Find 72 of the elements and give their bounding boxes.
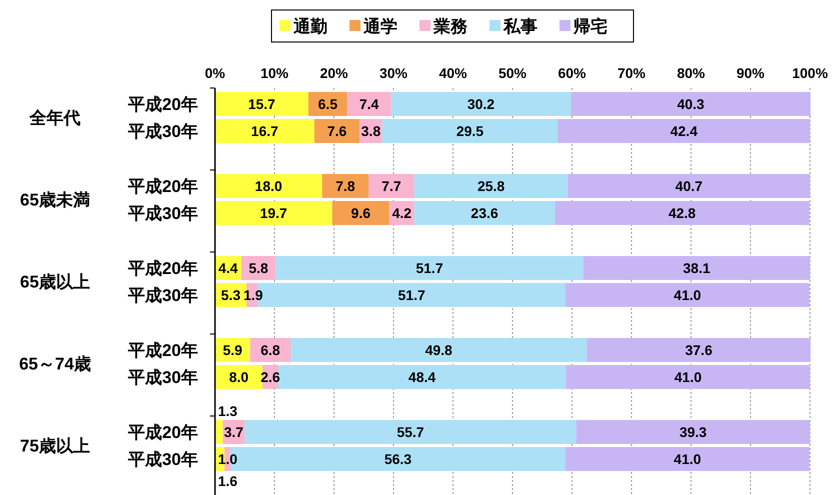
y-tick-label: 平成30年 <box>127 122 198 141</box>
legend-label: 業務 <box>432 17 468 36</box>
text: 75歳以上 <box>20 436 90 456</box>
data-label: 7.6 <box>327 123 347 139</box>
text: 65歳未満 <box>20 190 90 210</box>
data-label: 6.5 <box>318 96 338 112</box>
text: 65歳以上 <box>20 272 90 292</box>
data-label: 1.6 <box>218 473 238 489</box>
data-label: 48.4 <box>408 369 436 385</box>
y-tick-label: 平成20年 <box>127 177 198 196</box>
y-tick-label: 平成30年 <box>127 286 198 305</box>
text: 全年代 <box>28 108 80 128</box>
data-label: 41.0 <box>674 287 702 303</box>
data-label: 18.0 <box>254 178 282 194</box>
data-label: 30.2 <box>467 96 495 112</box>
x-tick-label: 100% <box>792 65 828 81</box>
legend-label: 通学 <box>362 17 398 36</box>
data-label: 7.8 <box>336 178 356 194</box>
data-label: 16.7 <box>251 123 279 139</box>
x-tick-label: 80% <box>676 65 706 81</box>
x-tick-label: 0% <box>204 65 226 81</box>
data-label: 39.3 <box>679 424 707 440</box>
y-tick-label: 平成20年 <box>127 341 198 360</box>
data-label: 40.3 <box>677 96 705 112</box>
data-label: 5.8 <box>248 260 268 276</box>
data-label: 49.8 <box>425 342 453 358</box>
data-label: 5.9 <box>222 342 242 358</box>
legend-label: 私事 <box>502 17 538 36</box>
x-tick-label: 30% <box>379 65 408 81</box>
data-label: 41.0 <box>674 451 702 467</box>
data-label: 42.8 <box>668 205 696 221</box>
legend-label: 通勤 <box>292 17 328 36</box>
data-label: 4.2 <box>392 205 412 221</box>
x-tick-label: 20% <box>320 65 349 81</box>
data-label: 4.4 <box>218 260 238 276</box>
data-label: 6.8 <box>260 342 280 358</box>
data-label: 5.3 <box>221 287 241 303</box>
data-label: 19.7 <box>260 205 288 221</box>
text: 65～74歳 <box>19 354 91 374</box>
data-label: 38.1 <box>683 260 710 276</box>
data-label: 23.6 <box>470 205 498 221</box>
x-tick-label: 50% <box>498 65 528 81</box>
data-label: 55.7 <box>396 424 424 440</box>
data-label: 51.7 <box>398 287 426 303</box>
x-tick-label: 40% <box>438 65 468 81</box>
x-tick-label: 60% <box>558 65 587 81</box>
data-label: 3.7 <box>224 424 244 440</box>
data-label: 15.7 <box>248 96 276 112</box>
data-label: 7.7 <box>382 178 402 194</box>
y-tick-label: 平成30年 <box>127 368 198 387</box>
data-label: 41.0 <box>674 369 702 385</box>
x-tick-label: 90% <box>736 65 766 81</box>
data-label: 40.7 <box>675 178 703 194</box>
y-tick-label: 平成20年 <box>127 423 198 442</box>
data-label: 8.0 <box>229 369 249 385</box>
data-label: 7.4 <box>359 96 380 112</box>
data-label: 56.3 <box>384 451 412 467</box>
data-label: 3.8 <box>361 123 381 139</box>
x-tick-label: 10% <box>260 65 290 81</box>
data-label: 29.5 <box>456 123 484 139</box>
data-label: 9.6 <box>351 205 371 221</box>
y-tick-label: 平成30年 <box>127 204 198 223</box>
data-label: 37.6 <box>685 342 713 358</box>
data-label: 42.4 <box>670 123 698 139</box>
y-tick-label: 平成20年 <box>127 95 198 114</box>
y-tick-label: 平成30年 <box>127 450 198 469</box>
y-tick-label: 平成20年 <box>127 259 198 278</box>
x-tick-label: 70% <box>617 65 646 81</box>
data-label: 51.7 <box>416 260 444 276</box>
data-label: 1.3 <box>218 403 238 419</box>
data-label: 25.8 <box>477 178 505 194</box>
legend-label: 帰宅 <box>572 17 608 36</box>
